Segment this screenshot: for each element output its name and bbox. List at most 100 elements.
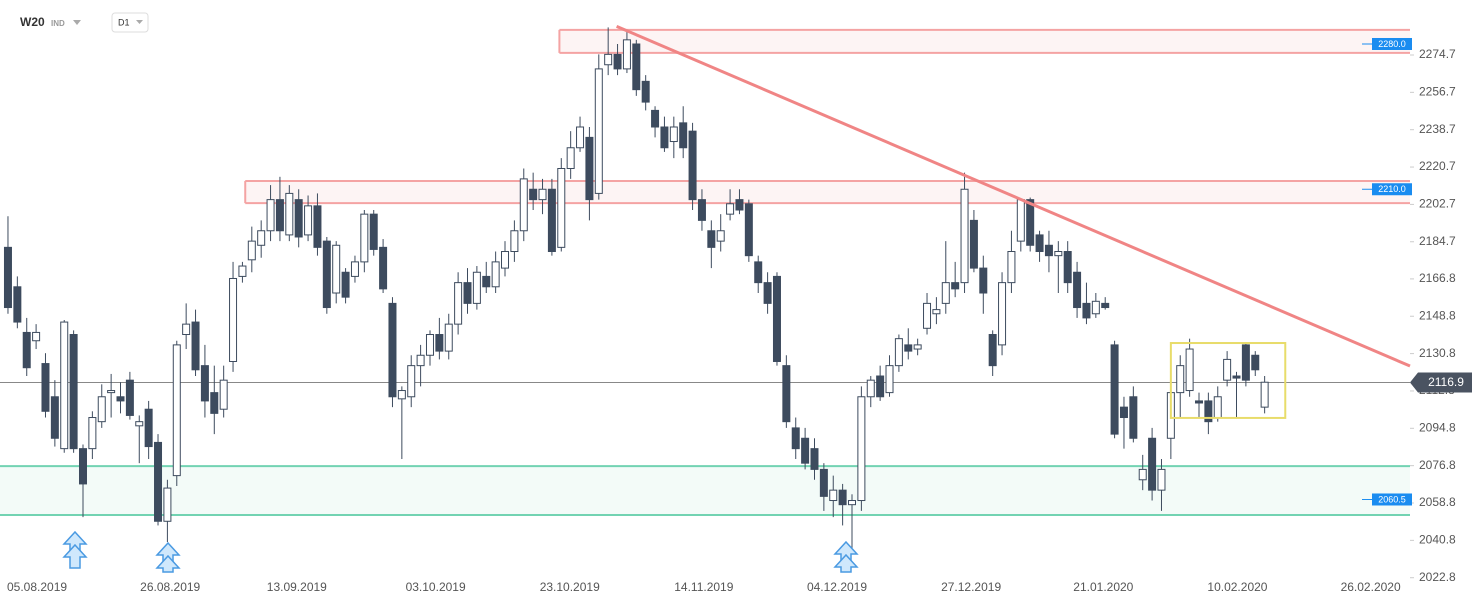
y-tick-label: 2238.7 [1419,122,1456,136]
y-tick-label: 2202.7 [1419,197,1456,211]
candle-body [1007,251,1016,284]
candle-body [960,188,969,284]
interval-select[interactable] [111,12,149,33]
y-tick-label: 2166.8 [1419,271,1456,285]
zone [0,466,1410,516]
candle-body [501,251,510,269]
candle-body [1260,381,1269,408]
candle-body [32,331,41,342]
candle-body [641,80,650,103]
x-tick-label: 26.08.2019 [140,580,200,594]
level-label-box [1372,493,1412,506]
candle-body [1054,251,1063,257]
candle-body [210,392,219,414]
x-tick-label: 27.12.2019 [941,580,1001,594]
candle-body [313,205,322,248]
candle-body [594,68,603,194]
candle-body [604,53,613,66]
candle-body [444,323,453,352]
y-tick-label: 2130.8 [1419,346,1456,360]
candle-body [1213,396,1222,419]
y-tick-label: 2148.8 [1419,308,1456,322]
x-tick-label: 23.10.2019 [540,580,600,594]
x-tick-label: 21.01.2020 [1073,580,1133,594]
candle-body [1101,302,1110,309]
candle-body [1129,396,1138,439]
candle-body [885,365,894,394]
x-tick-label: 03.10.2019 [406,580,466,594]
candle-body [1063,251,1072,284]
y-tick-label: 2256.7 [1419,85,1456,99]
interval: D1 [118,17,130,27]
y-tick-label: 2094.8 [1419,420,1456,434]
arrow [833,553,859,573]
candle-body [369,213,378,250]
candle-body [538,188,547,201]
candle-body [88,417,97,450]
candle-body [782,365,791,423]
candle-body [472,271,481,304]
candle-body [1026,199,1035,246]
candle-body [1232,375,1241,379]
candle-body [1251,354,1260,371]
candle-body [60,321,69,450]
level-label: 2210.0 [1378,184,1406,194]
candle-body [566,147,575,170]
x-tick-label: 05.08.2019 [7,580,67,594]
level-label: 2280.0 [1378,39,1406,49]
candle-body [923,302,932,329]
x-tick-label: 04.12.2019 [807,580,867,594]
candle-body [154,441,163,522]
candle-body [135,421,144,427]
candle-body [660,126,669,149]
candle-body [1204,400,1213,423]
candle-body [78,448,87,485]
candle-body [613,53,622,70]
candle-body [50,396,59,439]
x-tick-label: 14.11.2019 [674,580,733,594]
candle-body [716,230,725,242]
candle-body [163,487,172,522]
candle-body [416,354,425,367]
candle-body [838,489,847,506]
candle-body [763,282,772,304]
y-tick-label: 2058.8 [1419,495,1456,509]
highlight-box [1169,342,1287,419]
interval-dropdown [136,20,143,24]
candle-body [848,500,857,506]
candle-body [913,344,922,350]
candle-body [791,427,800,450]
candle-body [679,122,688,149]
candle-body [107,390,116,394]
level-label-box [1372,37,1412,50]
arrow [62,543,88,569]
candle-body [688,130,697,201]
market: IND [51,19,65,28]
candle-body [651,109,660,128]
candle-body [350,261,359,277]
trendline [616,24,1411,368]
candle-body [941,282,950,304]
candle-body [144,408,153,448]
y-tick-label: 2076.8 [1419,458,1456,472]
symbol-dropdown[interactable] [73,20,81,25]
candle-body [116,396,125,402]
candle-body [1016,199,1025,242]
arrows [62,530,859,573]
candle-body [1223,358,1232,381]
candle-body [229,277,238,362]
symbol: W20 [20,15,45,29]
candle-body [510,230,519,253]
candle-body [407,365,416,398]
x-tick-label: 26.02.2020 [1341,580,1401,594]
candle-body [1157,468,1166,491]
candle-body [285,192,294,236]
candle-body [332,244,341,294]
candle-body [810,448,819,470]
zone [559,29,1410,53]
candle-body [801,437,810,464]
candle-body [1138,468,1147,481]
candle-body [294,199,303,238]
y-tick-label: 2184.7 [1419,234,1456,248]
